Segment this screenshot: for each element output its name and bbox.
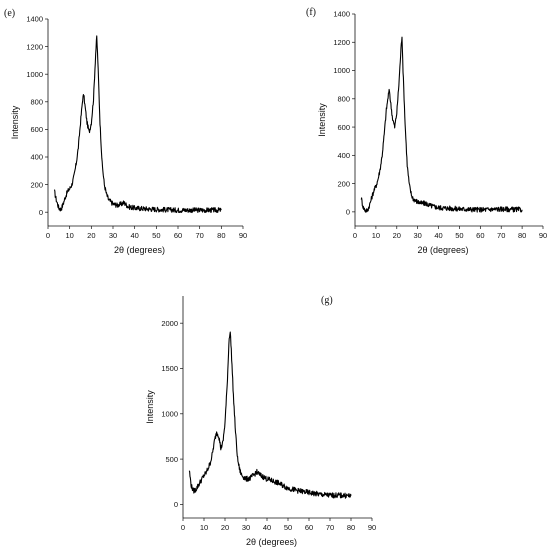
x-tick-label: 50 <box>152 231 160 240</box>
panel-label: (g) <box>321 295 333 306</box>
chart-panel-e: 0 10 20 30 40 50 60 70 80 90 0 200 400 600 800 1000 1200… <box>4 8 247 255</box>
y-axis-title: Intensity <box>10 105 20 139</box>
xrd-trace-line <box>188 331 352 499</box>
xrd-trace-line <box>360 36 523 213</box>
x-tick-label: 0 <box>181 523 185 532</box>
x-tick-label: 70 <box>497 231 505 240</box>
x-tick-label: 20 <box>221 523 229 532</box>
chart-panel-f: 0 10 20 30 40 50 60 70 80 90 0 200 400 600 800 1000 1200… <box>306 7 547 255</box>
x-tick-label: 50 <box>455 231 463 240</box>
xrd-trace-line <box>53 35 222 214</box>
y-tick-label: 0 <box>174 500 178 509</box>
panel-label: (e) <box>4 8 15 19</box>
x-tick-label: 80 <box>518 231 526 240</box>
x-tick-label: 50 <box>284 523 292 532</box>
y-tick-label: 800 <box>30 98 43 107</box>
x-tick-label: 80 <box>217 231 225 240</box>
y-tick-label: 0 <box>346 208 350 217</box>
x-tick-label: 10 <box>372 231 380 240</box>
y-axis-title: Intensity <box>145 390 155 424</box>
y-tick-label: 600 <box>30 125 43 134</box>
y-tick-label: 800 <box>337 95 350 104</box>
y-tick-label: 200 <box>30 180 43 189</box>
y-tick-label: 0 <box>39 208 43 217</box>
x-axis-title: 2θ (degrees) <box>114 245 165 255</box>
x-tick-label: 90 <box>539 231 547 240</box>
y-tick-label: 1500 <box>161 364 178 373</box>
x-tick-label: 30 <box>109 231 117 240</box>
x-tick-label: 10 <box>65 231 73 240</box>
y-tick-label: 1000 <box>161 409 178 418</box>
y-tick-label: 1200 <box>333 38 350 47</box>
x-tick-label: 90 <box>239 231 247 240</box>
y-tick-label: 1400 <box>333 10 350 19</box>
x-tick-label: 0 <box>46 231 50 240</box>
x-tick-label: 70 <box>326 523 334 532</box>
y-tick-label: 400 <box>30 153 43 162</box>
x-tick-label: 60 <box>174 231 182 240</box>
chart-panel-g: 0 10 20 30 40 50 60 70 80 90 0 500 1000 1500 2000 2θ (d… <box>145 295 376 547</box>
x-tick-label: 80 <box>347 523 355 532</box>
panel-label: (f) <box>306 7 316 18</box>
x-tick-label: 30 <box>242 523 250 532</box>
x-tick-label: 40 <box>130 231 138 240</box>
x-tick-label: 20 <box>87 231 95 240</box>
x-tick-label: 60 <box>476 231 484 240</box>
x-tick-label: 10 <box>200 523 208 532</box>
y-tick-label: 1400 <box>26 15 43 24</box>
y-tick-label: 2000 <box>161 319 178 328</box>
y-tick-label: 500 <box>165 455 178 464</box>
x-tick-label: 40 <box>434 231 442 240</box>
y-tick-label: 1000 <box>333 66 350 75</box>
y-tick-label: 1000 <box>26 70 43 79</box>
x-tick-label: 0 <box>353 231 357 240</box>
y-axis-title: Intensity <box>317 103 327 137</box>
y-tick-label: 400 <box>337 151 350 160</box>
y-tick-label: 600 <box>337 123 350 132</box>
x-axis-title: 2θ (degrees) <box>417 245 468 255</box>
x-tick-label: 90 <box>368 523 376 532</box>
x-tick-label: 40 <box>263 523 271 532</box>
x-tick-label: 60 <box>305 523 313 532</box>
x-tick-label: 70 <box>195 231 203 240</box>
x-tick-label: 20 <box>393 231 401 240</box>
x-tick-label: 30 <box>413 231 421 240</box>
x-axis-title: 2θ (degrees) <box>246 537 297 547</box>
y-tick-label: 200 <box>337 179 350 188</box>
y-tick-label: 1200 <box>26 42 43 51</box>
